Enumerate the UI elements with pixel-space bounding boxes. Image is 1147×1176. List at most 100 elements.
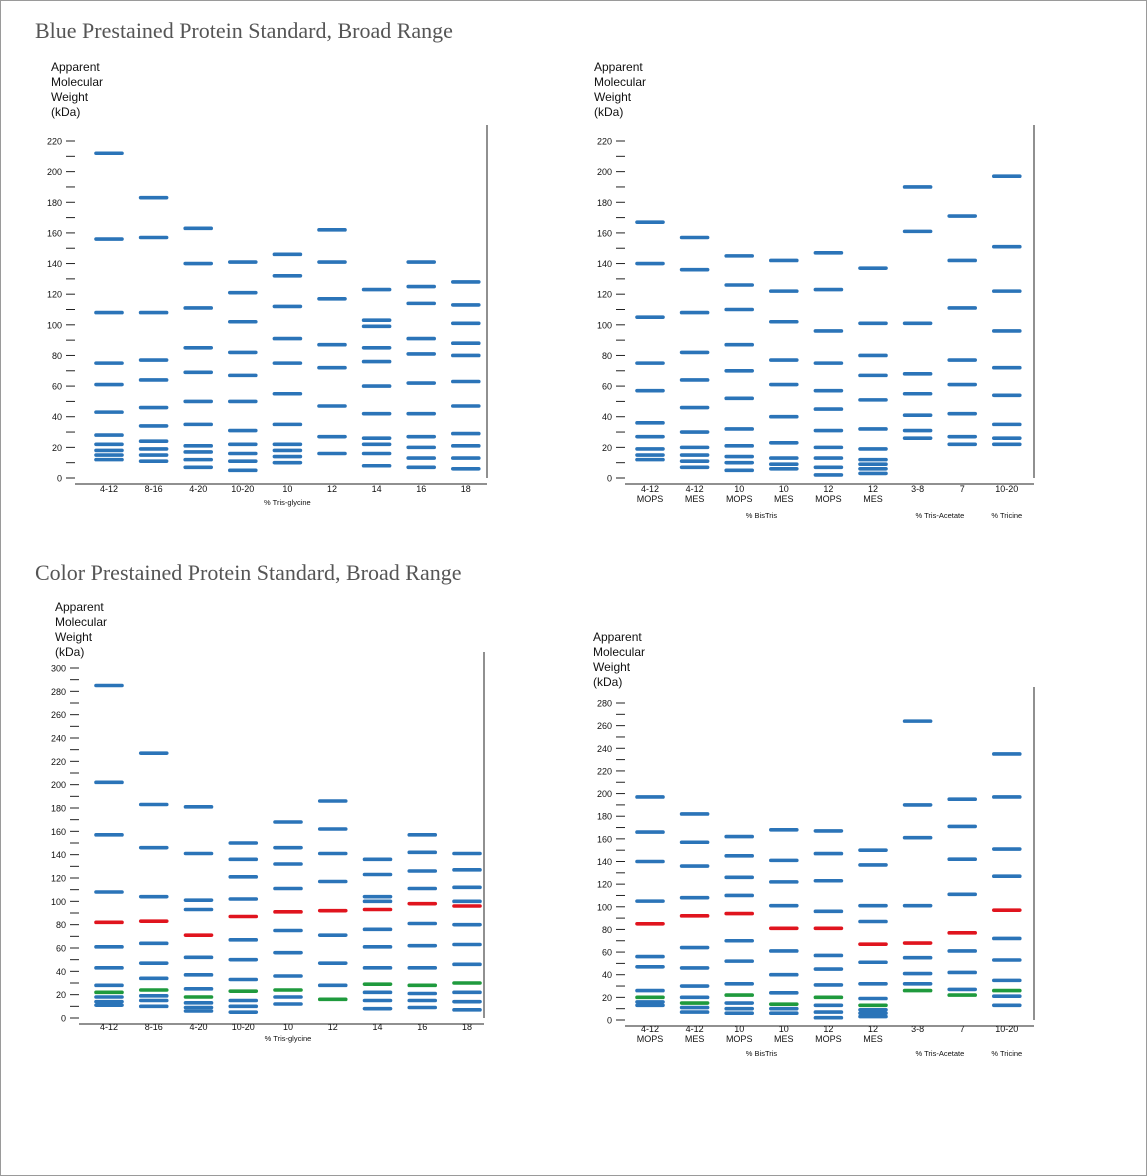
y-axis-label-line: Weight (kDa) [55, 630, 93, 659]
y-tick-label: 80 [602, 351, 612, 361]
lane-label: 8-16 [145, 1022, 163, 1032]
lane-label: MES [774, 494, 794, 504]
lane-label: 18 [461, 484, 471, 494]
y-tick-label: 160 [47, 228, 62, 238]
y-axis-label: Apparent Molecular Weight (kDa) [55, 600, 107, 660]
y-axis-label-line: Molecular [594, 75, 647, 89]
lane-label: 12 [868, 484, 878, 494]
gel-group-label: % Tris-glycine [264, 498, 311, 507]
y-tick-label: 100 [597, 902, 612, 912]
y-tick-label: 140 [597, 857, 612, 867]
y-tick-label: 220 [47, 137, 62, 147]
lane-label: MOPS [815, 1034, 842, 1044]
y-tick-label: 280 [51, 687, 66, 697]
y-tick-label: 200 [47, 167, 62, 177]
y-tick-label: 40 [602, 412, 612, 422]
lane-label: 4-12 [100, 484, 118, 494]
y-axis-label-line: Apparent [593, 630, 642, 644]
lane-label: MOPS [726, 494, 753, 504]
y-tick-label: 100 [597, 320, 612, 330]
gel-group-label: % Tris-Acetate [916, 511, 965, 520]
gel-group-label: % Tricine [991, 1049, 1022, 1058]
y-axis-label-line: Weight (kDa) [51, 90, 89, 119]
lane-label: 8-16 [145, 484, 163, 494]
section-title-color: Color Prestained Protein Standard, Broad… [35, 560, 462, 585]
y-axis-label-line: Weight (kDa) [593, 660, 631, 689]
gel-group-label: % BisTris [746, 1049, 778, 1058]
y-tick-label: 0 [607, 1016, 612, 1026]
lane-label: MOPS [637, 1034, 664, 1044]
lane-label: 12 [823, 1024, 833, 1034]
y-tick-label: 60 [52, 382, 62, 392]
y-tick-label: 200 [597, 789, 612, 799]
y-tick-label: 140 [51, 850, 66, 860]
y-tick-label: 240 [51, 734, 66, 744]
lane-label: 4-12 [641, 1024, 659, 1034]
lane-label: MES [863, 1034, 883, 1044]
lane-label: MES [685, 1034, 705, 1044]
lane-label: 16 [416, 484, 426, 494]
y-tick-label: 220 [597, 137, 612, 147]
y-axis-label-line: Molecular [55, 615, 108, 629]
y-tick-label: 300 [51, 664, 66, 674]
y-axis-label: Apparent Molecular Weight (kDa) [593, 630, 645, 690]
lane-label: 4-12 [100, 1022, 118, 1032]
lane-label: MES [774, 1034, 794, 1044]
lane-label: 10-20 [231, 484, 254, 494]
y-tick-label: 240 [597, 744, 612, 754]
y-axis-label-line: Molecular [593, 645, 646, 659]
y-tick-label: 80 [56, 920, 66, 930]
y-tick-label: 180 [47, 198, 62, 208]
y-tick-label: 180 [597, 198, 612, 208]
lane-label: 14 [372, 1022, 382, 1032]
y-tick-label: 140 [597, 259, 612, 269]
y-tick-label: 280 [597, 699, 612, 709]
lane-label: MOPS [637, 494, 664, 504]
y-tick-label: 260 [51, 710, 66, 720]
y-axis-label-line: Apparent [55, 600, 104, 614]
lane-label: 10-20 [232, 1022, 255, 1032]
lane-label: 10 [734, 484, 744, 494]
lane-label: 4-12 [641, 484, 659, 494]
lane-label: 14 [372, 484, 382, 494]
section-title-blue: Blue Prestained Protein Standard, Broad … [35, 18, 453, 43]
y-tick-label: 40 [56, 967, 66, 977]
y-axis-label-line: Apparent [594, 60, 643, 74]
y-axis-label-line: Weight (kDa) [594, 90, 632, 119]
y-tick-label: 60 [56, 944, 66, 954]
y-tick-label: 100 [51, 897, 66, 907]
y-axis-label-line: Molecular [51, 75, 104, 89]
gel-group-label: % BisTris [746, 511, 778, 520]
y-tick-label: 20 [602, 443, 612, 453]
y-tick-label: 80 [602, 925, 612, 935]
lane-label: 18 [462, 1022, 472, 1032]
lane-label: MES [863, 494, 883, 504]
lane-label: 10 [734, 1024, 744, 1034]
y-tick-label: 120 [597, 880, 612, 890]
lane-label: 12 [328, 1022, 338, 1032]
lane-label: 4-12 [686, 484, 704, 494]
y-tick-label: 120 [597, 290, 612, 300]
lane-label: 4-20 [189, 1022, 207, 1032]
y-tick-label: 0 [61, 1014, 66, 1024]
lane-label: 12 [868, 1024, 878, 1034]
y-tick-label: 180 [597, 812, 612, 822]
lane-label: 7 [960, 484, 965, 494]
lane-label: 10 [282, 484, 292, 494]
lane-label: 10 [283, 1022, 293, 1032]
lane-label: MOPS [726, 1034, 753, 1044]
lane-label: 7 [960, 1024, 965, 1034]
lane-label: 4-12 [686, 1024, 704, 1034]
lane-label: MES [685, 494, 705, 504]
y-axis-label: Apparent Molecular Weight (kDa) [594, 60, 646, 120]
y-axis-label: Apparent Molecular Weight (kDa) [51, 60, 103, 120]
gel-group-label: % Tricine [991, 511, 1022, 520]
y-tick-label: 180 [51, 804, 66, 814]
y-tick-label: 0 [57, 474, 62, 484]
lane-label: 4-20 [189, 484, 207, 494]
y-tick-label: 20 [56, 990, 66, 1000]
gel-group-label: % Tris-Acetate [916, 1049, 965, 1058]
